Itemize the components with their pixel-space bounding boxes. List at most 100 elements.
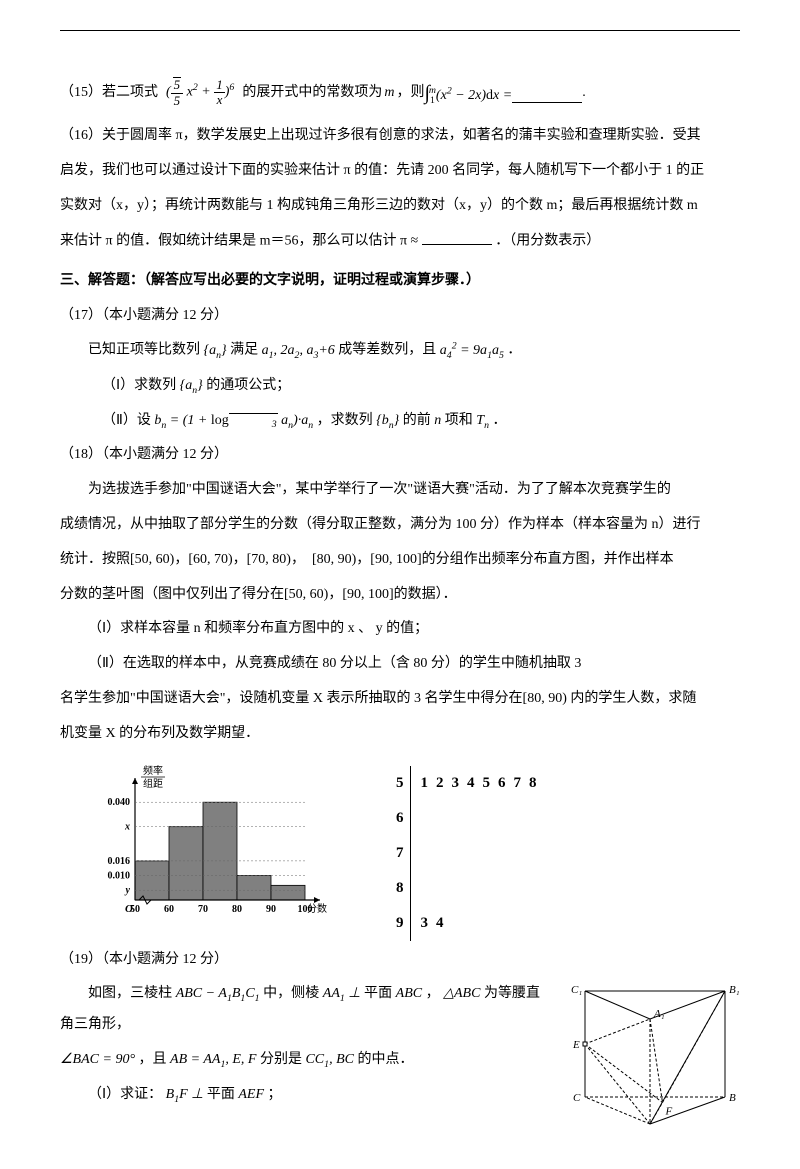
q17-l1c: 成等差数列，且 [338, 343, 436, 358]
svg-text:0.010: 0.010 [108, 870, 131, 881]
svg-text:80: 80 [232, 904, 242, 915]
q17-l1a: 已知正项等比数列 [88, 343, 200, 358]
q19-cc1bc: CC1, BC [305, 1052, 357, 1067]
q16-blank [422, 225, 492, 245]
prism-diagram: ABCA₁B₁C₁EF [570, 979, 740, 1129]
svg-text:A₁: A₁ [653, 1008, 665, 1020]
q16-l4b: ．（用分数表示） [495, 234, 600, 249]
q19-abc1: ABC [396, 986, 422, 1001]
q17-terms: a1, 2a2, a3+6 [262, 343, 339, 358]
q19-b1f: B1F ⊥ [166, 1087, 207, 1102]
q17-p1b: 的通项公式； [206, 378, 290, 393]
q17-p1: （Ⅰ）求数列 {an} 的通项公式； [60, 371, 740, 402]
q18-l5: 名学生参加"中国谜语大会"，设随机变量 X 表示所抽取的 3 名学生中得分在[8… [60, 684, 740, 715]
q19-row: 如图，三棱柱 ABC − A1B1C1 中，侧棱 AA1 ⊥ 平面 ABC ， … [60, 979, 740, 1129]
q17-seq: {an} [204, 343, 227, 358]
q18-head: （18）（本小题满分 12 分） [60, 440, 740, 471]
stem: 6 [390, 801, 410, 836]
q17-p2e: ． [492, 413, 506, 428]
q17-eq: a42 = 9a1a5 [440, 343, 504, 358]
q16-l2: 启发，我们也可以通过设计下面的实验来估计 π 的值：先请 200 名同学，每人随… [60, 156, 740, 187]
q17-bnset: {bn} [376, 413, 399, 428]
svg-text:B₁: B₁ [729, 984, 740, 996]
q18-l6: 机变量 X 的分布列及数学期望． [60, 719, 740, 750]
svg-text:E: E [572, 1039, 580, 1051]
svg-text:C₁: C₁ [571, 984, 582, 996]
q15: （15）若二项式 (55 x2 + 1x)6 的展开式中的常数项为 m ，则 ∫… [60, 71, 740, 115]
stem: 5 [390, 766, 410, 801]
q19-p1c: ； [268, 1087, 282, 1102]
q19-tri: △ABC [443, 986, 480, 1001]
leaves [410, 871, 547, 906]
leaves [410, 836, 547, 871]
section3-title: 三、解答题：（解答应写出必要的文字说明，证明过程或演算步骤．） [60, 266, 740, 297]
svg-text:B: B [729, 1092, 736, 1104]
q17-l1: 已知正项等比数列 {an} 满足 a1, 2a2, a3+6 成等差数列，且 a… [60, 335, 740, 366]
q18-p2: （Ⅱ）在选取的样本中，从竞赛成绩在 80 分以上（含 80 分）的学生中随机抽取… [60, 649, 740, 680]
q15-tail: . [582, 78, 586, 109]
svg-text:x: x [124, 821, 130, 832]
svg-text:频率: 频率 [143, 764, 163, 777]
q17-l1d: ． [507, 343, 521, 358]
q16-l1: （16）关于圆周率 π，数学发展史上出现过许多很有创意的求法，如著名的蒲丰实验和… [60, 121, 740, 152]
q15-int: ∫1m(x2 − 2x)dx = [424, 71, 512, 115]
svg-text:y: y [125, 885, 131, 896]
q19-p1: （Ⅰ）求证： B1F ⊥ 平面 AEF ； [60, 1080, 540, 1111]
q15-m: m [382, 78, 396, 109]
top-rule [60, 30, 740, 31]
q17-head: （17）（本小题满分 12 分） [60, 301, 740, 332]
stem: 9 [390, 906, 410, 941]
q19-abaa: AB = AA1, E, F [170, 1052, 260, 1067]
q19-l1a: 如图，三棱柱 [88, 986, 172, 1001]
svg-text:70: 70 [198, 904, 208, 915]
q15-blank [512, 83, 582, 103]
q19-l2a: ，且 [139, 1052, 167, 1067]
q17-n: n [434, 413, 445, 428]
q19-l2: ∠BAC = 90° ，且 AB = AA1, E, F 分别是 CC1, BC… [60, 1045, 540, 1076]
q15-mid: 的展开式中的常数项为 [242, 78, 382, 109]
leaves: 34 [410, 906, 547, 941]
q17-p2a: （Ⅱ）设 [102, 413, 151, 428]
q16-l4a: 来估计 π 的值．假如统计结果是 m＝56，那么可以估计 π ≈ [60, 234, 422, 249]
q18-l1: 为选拔选手参加"中国谜语大会"，某中学举行了一次"谜语大赛"活动．为了了解本次竞… [60, 475, 740, 506]
q16-l3: 实数对（x，y）；再统计两数能与 1 构成钝角三角形三边的数对（x，y）的个数 … [60, 191, 740, 222]
q17-Tn: Tn [476, 413, 489, 428]
q19-angle: ∠BAC = 90° [60, 1052, 135, 1067]
q17-l1b: 满足 [230, 343, 258, 358]
q19-aa1: AA1 ⊥ [323, 986, 364, 1001]
svg-text:组距: 组距 [143, 777, 163, 790]
q19-l1b: 中，侧棱 [263, 986, 319, 1001]
svg-text:60: 60 [164, 904, 174, 915]
svg-text:分数: 分数 [307, 902, 327, 915]
svg-text:C: C [573, 1092, 581, 1104]
q19-p1b: 平面 [207, 1087, 235, 1102]
q19-head: （19）（本小题满分 12 分） [60, 945, 740, 976]
q17-p2b: ，求数列 [317, 413, 373, 428]
q17-p1-seq: {an} [180, 378, 203, 393]
leaves: 12345678 [410, 766, 547, 801]
q15-then: ，则 [396, 78, 424, 109]
q15-expr: (55 x2 + 1x)6 [166, 77, 234, 108]
q17-p2: （Ⅱ）设 bn = (1 + log3 an)·an ，求数列 {bn} 的前 … [60, 406, 740, 437]
q19-l2b: 分别是 [260, 1052, 302, 1067]
svg-text:90: 90 [266, 904, 276, 915]
q19-aef: AEF [238, 1087, 264, 1102]
q17-p1a: （Ⅰ）求数列 [102, 378, 176, 393]
q19-p1a: （Ⅰ）求证： [88, 1087, 162, 1102]
q17-p2c: 的前 [403, 413, 431, 428]
q17-bn: bn = (1 + log3 an)·an [154, 413, 313, 428]
q17-p2d: 项和 [445, 413, 473, 428]
q18-l3: 统计．按照[50, 60)，[60, 70)，[70, 80)， [80, 90… [60, 545, 740, 576]
svg-text:A: A [646, 1127, 654, 1129]
q19-prism-name: ABC − A1B1C1 [176, 986, 260, 1001]
leaves [410, 801, 547, 836]
q18-p1: （Ⅰ）求样本容量 n 和频率分布直方图中的 x 、 y 的值； [60, 614, 740, 645]
stem: 7 [390, 836, 410, 871]
q18-l2: 成绩情况，从中抽取了部分学生的分数（得分取正整数，满分为 100 分）作为样本（… [60, 510, 740, 541]
q16-l4: 来估计 π 的值．假如统计结果是 m＝56，那么可以估计 π ≈ ．（用分数表示… [60, 225, 740, 257]
stem-leaf-plot: 512345678678934 [390, 766, 547, 941]
stem: 8 [390, 871, 410, 906]
chart-row: 0.040x0.0160.010y5060708090100O频率组距分数 51… [80, 760, 740, 941]
q18-l4: 分数的茎叶图（图中仅列出了得分在[50, 60)，[90, 100]的数据）． [60, 580, 740, 611]
q19-l1: 如图，三棱柱 ABC − A1B1C1 中，侧棱 AA1 ⊥ 平面 ABC ， … [60, 979, 540, 1041]
